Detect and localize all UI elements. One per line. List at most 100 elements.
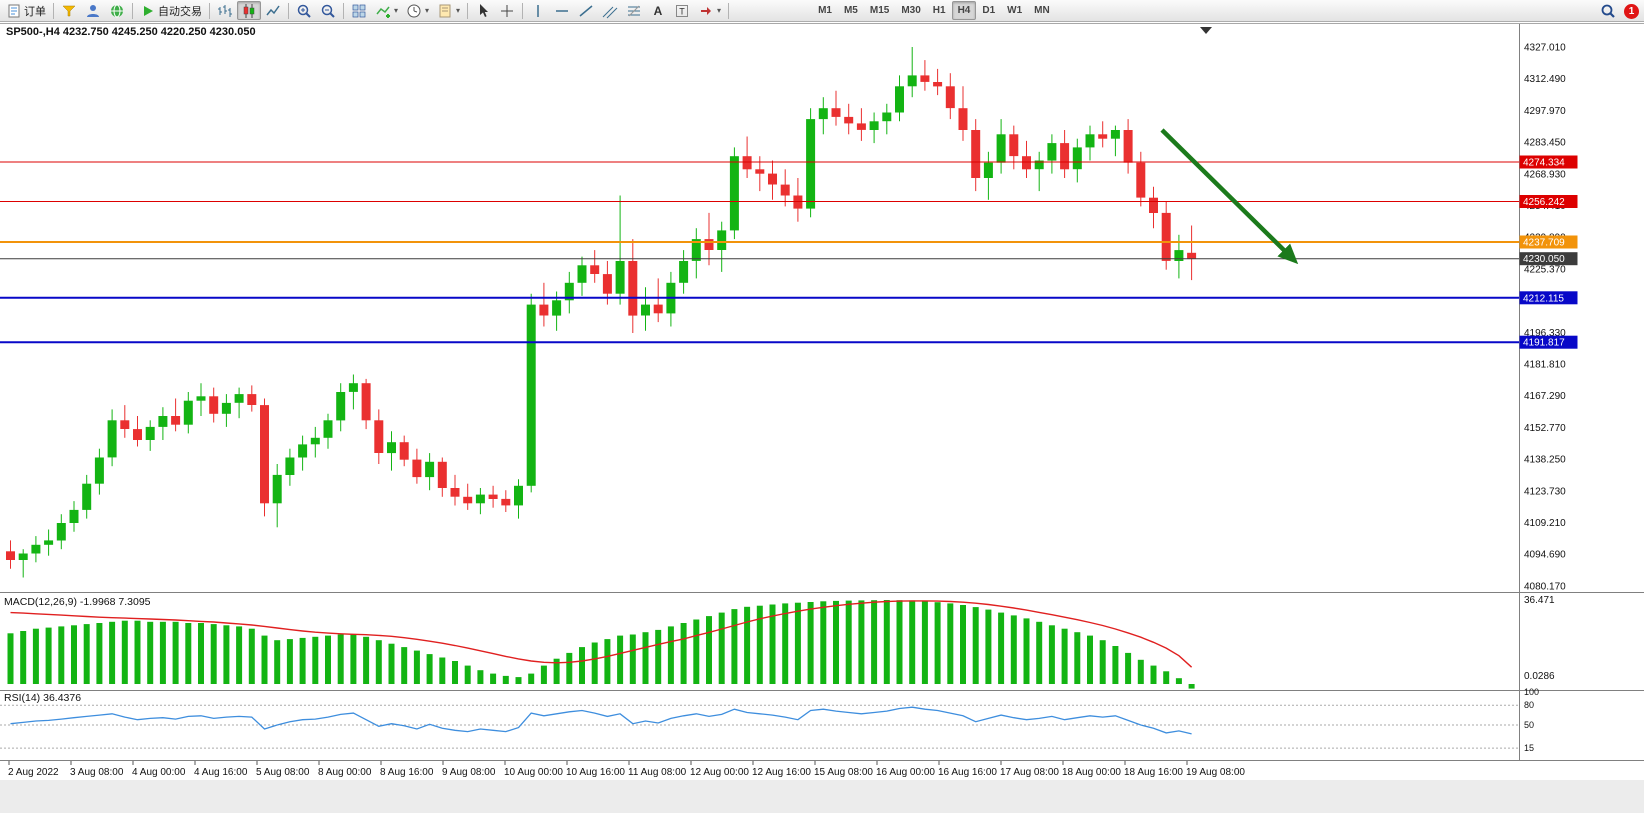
- candle-body: [641, 304, 650, 316]
- macd-histogram-bar: [1150, 665, 1157, 684]
- macd-histogram-bar: [375, 640, 382, 684]
- macd-histogram-bar: [439, 657, 446, 684]
- timeframe-w1-button[interactable]: W1: [1001, 1, 1028, 20]
- macd-histogram-bar: [109, 621, 116, 684]
- market-overview-button[interactable]: [105, 1, 129, 20]
- timeframe-m5-button[interactable]: M5: [838, 1, 864, 20]
- candle-body: [780, 184, 790, 196]
- candle-body: [348, 383, 358, 392]
- candle-body: [437, 461, 447, 488]
- macd-histogram-bar: [604, 639, 611, 684]
- candle-body: [425, 461, 435, 478]
- macd-histogram-bar: [655, 629, 662, 684]
- grid-icon: [351, 3, 367, 19]
- candle-body: [69, 509, 79, 523]
- charts-grid-button[interactable]: [57, 1, 81, 20]
- macd-histogram-bar: [1163, 671, 1170, 684]
- candle-body: [704, 239, 714, 250]
- macd-axis-label: 36.471: [1524, 595, 1555, 606]
- zoom-out-button[interactable]: [316, 1, 340, 20]
- candle-body: [82, 483, 92, 510]
- templates-button[interactable]: ▾: [433, 1, 464, 20]
- price-axis-label: 4327.010: [1524, 43, 1566, 54]
- time-axis-label: 18 Aug 16:00: [1124, 767, 1183, 778]
- tile-windows-button[interactable]: [347, 1, 371, 20]
- candle-body: [1110, 130, 1120, 139]
- time-axis-label: 8 Aug 00:00: [318, 767, 372, 778]
- macd-histogram-bar: [617, 635, 624, 684]
- macd-histogram-bar: [172, 621, 179, 684]
- crosshair-button[interactable]: [495, 1, 519, 20]
- price-level-badge: [1519, 195, 1578, 208]
- timeframe-mn-button[interactable]: MN: [1028, 1, 1056, 20]
- candle-body: [539, 304, 549, 316]
- notification-badge[interactable]: 1: [1624, 3, 1639, 19]
- price-level-badge: [1519, 235, 1578, 249]
- svg-text:T: T: [679, 6, 685, 16]
- price-axis-label: 4225.370: [1524, 264, 1566, 275]
- time-axis-label: 12 Aug 00:00: [690, 767, 749, 778]
- candle-body: [768, 173, 777, 185]
- macd-histogram-bar: [1061, 628, 1068, 684]
- macd-histogram-bar: [1099, 640, 1106, 684]
- line-chart-button[interactable]: [261, 1, 285, 20]
- timeframe-m15-button[interactable]: M15: [864, 1, 895, 20]
- textT-icon: T: [674, 3, 690, 19]
- macd-histogram-bar: [833, 600, 839, 684]
- chart-title: SP500-,H4 4232.750 4245.250 4220.250 423…: [6, 26, 256, 38]
- chart-shift-marker[interactable]: [1200, 27, 1212, 34]
- timeframe-m30-button[interactable]: M30: [895, 1, 926, 20]
- rsi-axis-label: 100: [1524, 687, 1539, 697]
- candle-body: [450, 488, 460, 497]
- timeframe-h4-button[interactable]: H4: [951, 1, 977, 20]
- macd-histogram-bar: [236, 626, 243, 684]
- channel-icon: [602, 3, 618, 19]
- macd-histogram-bar: [794, 602, 801, 684]
- text-label-button[interactable]: T: [670, 1, 694, 20]
- dropdown-caret-icon: ▾: [456, 6, 461, 15]
- macd-histogram-bar: [159, 621, 166, 684]
- toolbar-separator: [343, 2, 344, 19]
- trend-arrow-annotation[interactable]: [1160, 128, 1299, 265]
- toolbar-right: 1: [1596, 0, 1644, 22]
- candle-chart-button[interactable]: [237, 1, 261, 20]
- timeframe-d1-button[interactable]: D1: [976, 1, 1001, 20]
- candle-body: [933, 82, 943, 87]
- auto-trading-button[interactable]: 自动交易: [136, 1, 206, 20]
- macd-histogram-bar: [413, 650, 420, 684]
- timeframe-m1-button[interactable]: M1: [812, 1, 838, 20]
- chart-canvas[interactable]: 4327.010 4312.490 4297.970 4283.450 4268.930…: [0, 22, 1644, 813]
- cursor-button[interactable]: [471, 1, 495, 20]
- bar-chart-button[interactable]: [213, 1, 237, 20]
- candle-body: [971, 130, 981, 178]
- timeframe-d1-button-label: D1: [982, 5, 996, 16]
- timeframe-mn-button-label: MN: [1034, 5, 1050, 16]
- text-button[interactable]: A: [646, 1, 670, 20]
- macd-histogram-bar: [223, 625, 230, 684]
- window-bottom-strip: [0, 780, 1644, 813]
- time-axis-label: 15 Aug 08:00: [814, 767, 873, 778]
- arrows-button[interactable]: ▾: [694, 1, 725, 20]
- trendline-button[interactable]: [574, 1, 598, 20]
- equidistant-channel-button[interactable]: [598, 1, 622, 20]
- profile-button[interactable]: [81, 1, 105, 20]
- macd-histogram-bar: [1074, 632, 1081, 684]
- macd-histogram-bar: [83, 624, 90, 684]
- timeframe-h1-button[interactable]: H1: [927, 1, 952, 20]
- fibonacci-button[interactable]: [622, 1, 646, 20]
- indicators-button[interactable]: ▾: [371, 1, 402, 20]
- timeframe-m15-button-label: M15: [869, 5, 890, 16]
- macd-histogram-bar: [718, 612, 725, 684]
- new-order-button[interactable]: 订单: [2, 1, 50, 20]
- vertical-line-button[interactable]: [526, 1, 550, 20]
- search-button[interactable]: [1596, 2, 1620, 21]
- price-axis-label: 4268.930: [1524, 169, 1566, 180]
- horizontal-line-button[interactable]: [550, 1, 574, 20]
- candle-body: [488, 494, 498, 499]
- periods-button[interactable]: ▾: [402, 1, 433, 20]
- timeframe-h4-button-label: H4: [957, 5, 971, 16]
- zoomin-icon: [296, 3, 312, 19]
- macd-histogram-bar: [579, 647, 585, 684]
- macd-histogram-bar: [286, 639, 293, 684]
- zoom-in-button[interactable]: [292, 1, 316, 20]
